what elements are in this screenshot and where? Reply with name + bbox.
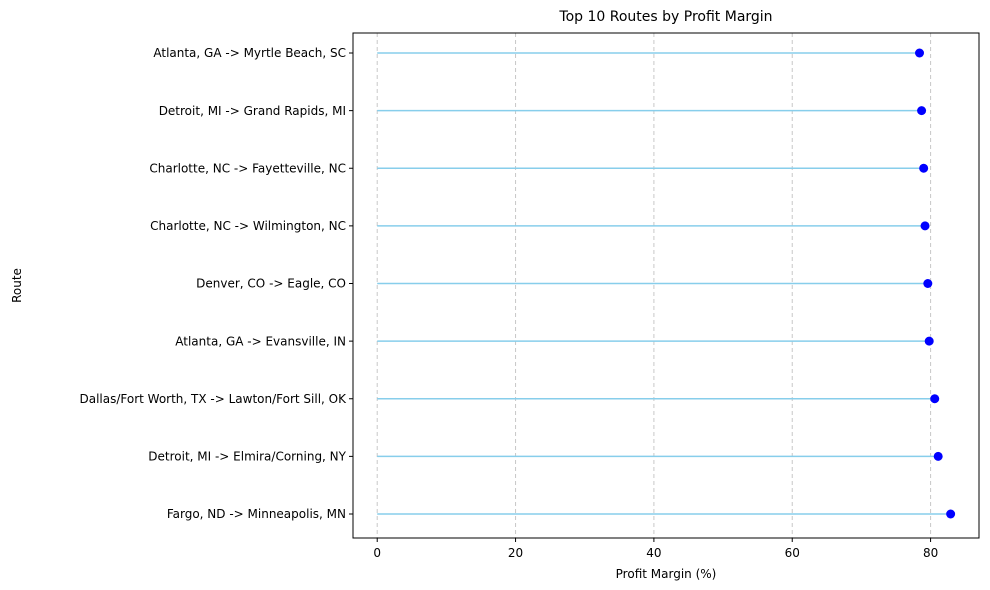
stem-layer — [377, 52, 951, 515]
y-tick-label: Charlotte, NC -> Fayetteville, NC — [149, 161, 346, 175]
y-tick-label: Fargo, ND -> Minneapolis, MN — [167, 507, 346, 521]
lollipop-marker — [933, 451, 943, 461]
x-tick-label: 40 — [646, 546, 661, 560]
marker-layer — [915, 48, 956, 519]
x-tick-label: 20 — [508, 546, 523, 560]
x-axis-label: Profit Margin (%) — [616, 567, 717, 581]
lollipop-marker — [946, 509, 956, 519]
lollipop-marker — [924, 336, 934, 346]
grid-layer — [376, 33, 932, 538]
y-tick-label: Detroit, MI -> Grand Rapids, MI — [159, 104, 346, 118]
y-tick-label: Denver, CO -> Eagle, CO — [196, 277, 346, 291]
x-tick-label: 0 — [373, 546, 381, 560]
y-tick-label: Atlanta, GA -> Evansville, IN — [175, 334, 346, 348]
x-ticks: 0 20 40 60 80 — [373, 538, 938, 560]
y-tick-label: Charlotte, NC -> Wilmington, NC — [150, 219, 346, 233]
x-tick-label: 80 — [923, 546, 938, 560]
lollipop-marker — [917, 106, 927, 116]
plot-frame — [352, 32, 980, 539]
chart-title: Top 10 Routes by Profit Margin — [558, 9, 772, 25]
y-tick-label: Dallas/Fort Worth, TX -> Lawton/Fort Sil… — [79, 392, 347, 406]
y-axis-label: Route — [10, 268, 24, 303]
y-tick-label: Detroit, MI -> Elmira/Corning, NY — [148, 450, 346, 464]
lollipop-marker — [920, 221, 930, 231]
y-ticks: Fargo, ND -> Minneapolis, MN Detroit, MI … — [79, 46, 353, 521]
lollipop-marker — [919, 163, 929, 173]
x-tick-label: 60 — [785, 546, 800, 560]
lollipop-marker — [930, 394, 940, 404]
lollipop-marker — [923, 279, 933, 288]
lollipop-marker — [915, 48, 925, 58]
y-tick-label: Atlanta, GA -> Myrtle Beach, SC — [153, 46, 346, 60]
